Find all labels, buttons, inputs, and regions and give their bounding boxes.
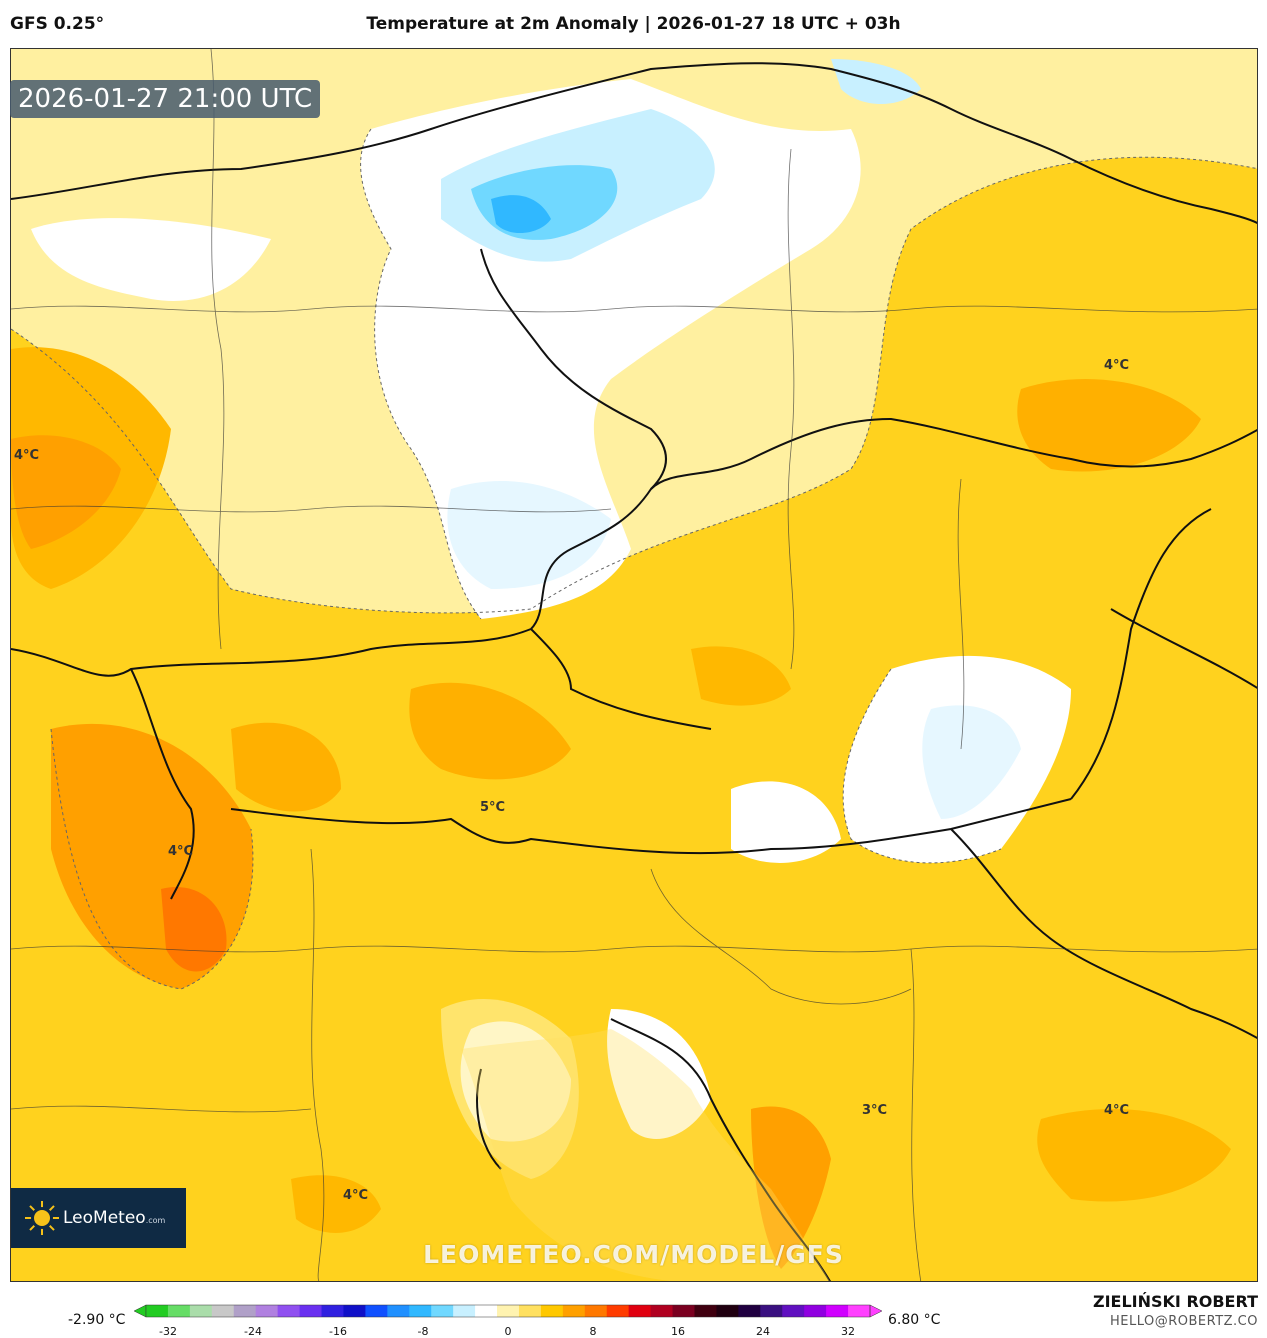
colorbar-swatch bbox=[365, 1305, 388, 1317]
watermark-url: LEOMETEO.COM/MODEL/GFS bbox=[423, 1240, 844, 1269]
colorbar-swatch bbox=[321, 1305, 344, 1317]
colorbar-max-arrow bbox=[869, 1304, 882, 1318]
colorbar-swatch bbox=[189, 1305, 213, 1317]
colorbar-swatch bbox=[804, 1305, 827, 1317]
colorbar-swatch bbox=[431, 1305, 454, 1317]
contour-label: 4°C bbox=[343, 1188, 369, 1203]
colorbar-tick-label: -24 bbox=[244, 1325, 262, 1338]
colorbar-swatch bbox=[782, 1305, 805, 1317]
colorbar-swatch bbox=[146, 1305, 169, 1317]
colorbar-swatch bbox=[760, 1305, 783, 1317]
colorbar-swatch bbox=[562, 1305, 586, 1317]
model-name: GFS 0.25° bbox=[10, 14, 105, 34]
logo-name: LeoMeteo bbox=[63, 1208, 146, 1228]
colorbar-swatch bbox=[672, 1305, 695, 1317]
colorbar-swatch bbox=[848, 1305, 871, 1317]
colorbar-swatch bbox=[167, 1305, 191, 1317]
contour-label: 4°C bbox=[1104, 1103, 1130, 1118]
logo-suffix: .com bbox=[145, 1216, 166, 1225]
colorbar-swatch bbox=[475, 1305, 498, 1317]
colorbar-swatch bbox=[738, 1305, 761, 1317]
colorbar-max-label: 6.80 °C bbox=[888, 1312, 941, 1328]
sun-icon bbox=[25, 1201, 59, 1235]
colorbar-swatch bbox=[540, 1305, 564, 1317]
colorbar-swatch bbox=[584, 1305, 608, 1317]
colorbar-swatch bbox=[233, 1305, 257, 1317]
colorbar-swatch bbox=[255, 1305, 279, 1317]
colorbar-swatch bbox=[606, 1305, 630, 1317]
colorbar-swatch bbox=[277, 1305, 301, 1317]
contour-label: 5°C bbox=[480, 800, 506, 815]
author-email[interactable]: HELLO@ROBERTZ.CO bbox=[1109, 1314, 1258, 1329]
colorbar-swatch bbox=[387, 1305, 410, 1317]
colorbar-swatch bbox=[497, 1305, 520, 1317]
map-field bbox=[11, 49, 1257, 1281]
colorbar-tick-label: -32 bbox=[159, 1325, 177, 1338]
colorbar-tick-label: 32 bbox=[841, 1325, 855, 1338]
colorbar-tick-label: 16 bbox=[671, 1325, 685, 1338]
colorbar-min-label: -2.90 °C bbox=[68, 1312, 126, 1328]
contour-label: 4°C bbox=[14, 448, 40, 463]
colorbar-tick-label: 0 bbox=[504, 1325, 512, 1338]
contour-label: 3°C bbox=[862, 1103, 888, 1118]
colorbar-tick-label: 8 bbox=[589, 1325, 597, 1338]
map-title: Temperature at 2m Anomaly | 2026-01-27 1… bbox=[366, 14, 901, 34]
colorbar-swatch bbox=[694, 1305, 717, 1317]
contour-label: 4°C bbox=[168, 844, 194, 859]
author-name: ZIELIŃSKI ROBERT bbox=[1092, 1292, 1258, 1311]
colorbar-swatch bbox=[453, 1305, 476, 1317]
colorbar-min-arrow bbox=[134, 1304, 147, 1318]
color-scale-bar bbox=[134, 1304, 882, 1318]
colorbar-tick-label: -16 bbox=[329, 1325, 347, 1338]
temperature-anomaly-map bbox=[10, 48, 1258, 1282]
leometeo-logo[interactable]: LeoMeteo.com bbox=[11, 1188, 186, 1248]
colorbar-swatch bbox=[518, 1305, 542, 1317]
colorbar-swatch bbox=[409, 1305, 432, 1317]
colorbar-swatch bbox=[343, 1305, 366, 1317]
valid-time-badge: 2026-01-27 21:00 UTC bbox=[10, 80, 321, 118]
contour-label: 4°C bbox=[1104, 358, 1130, 373]
colorbar-swatch bbox=[211, 1305, 235, 1317]
colorbar-swatch bbox=[650, 1305, 674, 1317]
colorbar-swatch bbox=[628, 1305, 652, 1317]
colorbar-swatch bbox=[299, 1305, 323, 1317]
colorbar-swatch bbox=[716, 1305, 739, 1317]
colorbar-tick-label: 24 bbox=[756, 1325, 770, 1338]
colorbar-tick-label: -8 bbox=[417, 1325, 429, 1338]
colorbar-swatch bbox=[826, 1305, 849, 1317]
